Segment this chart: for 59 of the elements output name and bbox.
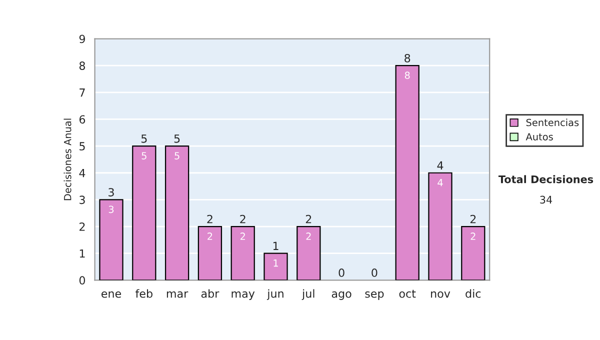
y-tick-label: 9 xyxy=(79,34,85,44)
data-label: 2 xyxy=(208,232,212,240)
bar xyxy=(198,226,222,280)
y-tick-label: 7 xyxy=(80,88,85,97)
total-label: 2 xyxy=(306,214,312,224)
legend-label: Sentencias xyxy=(526,118,579,126)
y-tick-label: 1 xyxy=(80,249,85,258)
data-label: 2 xyxy=(306,232,311,240)
x-tick-label: ago xyxy=(332,291,352,300)
x-tick-label: nov xyxy=(431,291,450,298)
x-tick-label: ene xyxy=(102,291,122,298)
data-label: 8 xyxy=(404,72,410,79)
y-tick-label: 6 xyxy=(79,115,86,124)
bar xyxy=(461,226,486,280)
text: Total Decisiones xyxy=(498,175,594,184)
bar xyxy=(428,172,452,280)
total-label: 0 xyxy=(372,268,378,277)
y-axis-title: Decisiones Anual xyxy=(64,118,72,200)
y-tick-label: 3 xyxy=(80,196,85,204)
y-tick-label: 0 xyxy=(79,276,86,285)
data-label: 2 xyxy=(240,232,245,240)
total-label: 1 xyxy=(273,242,278,250)
data-label: 5 xyxy=(142,152,146,160)
x-tick-label: sep xyxy=(365,291,384,300)
total-label: 3 xyxy=(108,188,114,196)
x-tick-label: mar xyxy=(166,291,188,298)
x-tick-label: abr xyxy=(201,289,220,298)
data-label: 3 xyxy=(108,206,114,214)
total-label: 5 xyxy=(141,134,147,143)
total-label: 2 xyxy=(470,214,476,224)
y-tick-label: 5 xyxy=(80,142,85,150)
data-label: 4 xyxy=(438,179,443,186)
bar xyxy=(99,199,124,280)
x-tick-label: may xyxy=(232,291,255,300)
data-label: 2 xyxy=(470,232,476,240)
total-label: 4 xyxy=(437,161,444,170)
bar xyxy=(264,252,288,280)
total-label: 8 xyxy=(404,54,410,62)
total-label: 2 xyxy=(207,214,212,224)
x-tick-label: jun xyxy=(266,289,284,300)
total-label: 0 xyxy=(338,268,344,277)
bar xyxy=(296,226,321,280)
y-tick-label: 4 xyxy=(79,168,86,178)
x-tick-label: dic xyxy=(466,289,481,298)
y-tick-label: 2 xyxy=(80,222,85,231)
data-label: 1 xyxy=(274,260,278,267)
data-label: 5 xyxy=(174,152,180,160)
bar xyxy=(132,145,156,280)
total-label: 5 xyxy=(174,134,180,143)
text: 34 xyxy=(540,196,552,204)
x-tick-label: jul xyxy=(302,289,314,300)
bar xyxy=(164,145,190,280)
bar xyxy=(230,226,255,280)
bar xyxy=(395,65,420,280)
total-label: 2 xyxy=(240,214,246,224)
x-tick-label: feb xyxy=(136,289,152,298)
legend-label: Autos xyxy=(526,133,553,140)
y-tick-label: 8 xyxy=(79,62,86,70)
x-tick-label: oct xyxy=(399,290,416,298)
